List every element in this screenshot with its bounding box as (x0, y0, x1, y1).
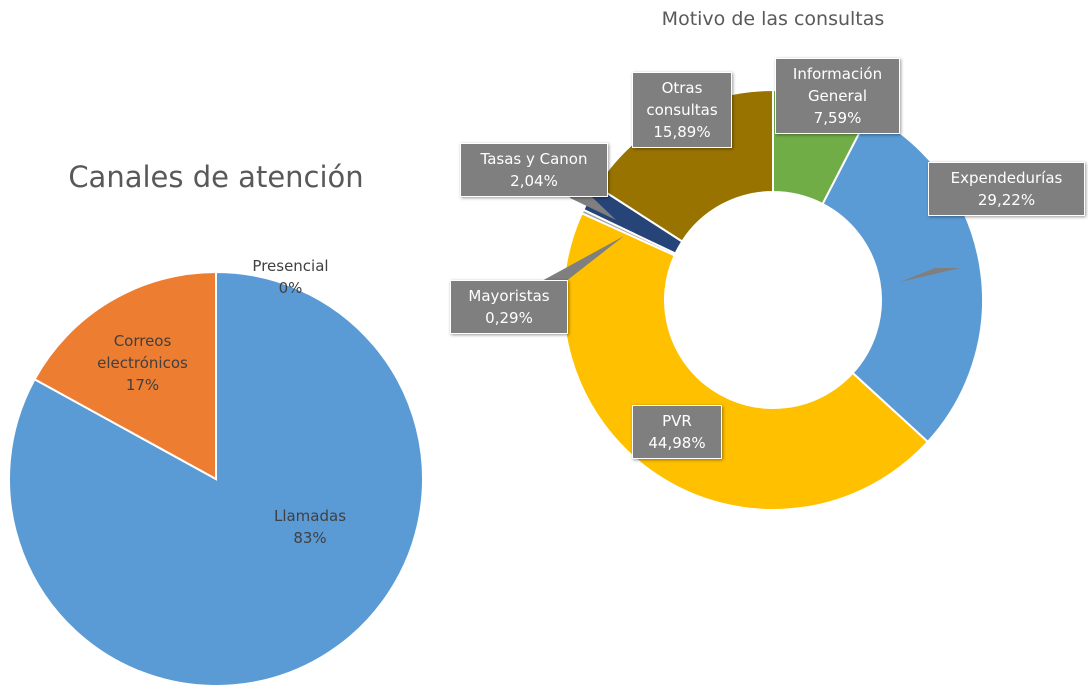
data-label: Información General 7,59% (775, 58, 900, 134)
data-label: Expendedurías 29,22% (928, 162, 1085, 216)
callout-pointer (540, 236, 624, 282)
data-label: Llamadas 83% (245, 505, 375, 549)
slice (33, 270, 217, 481)
data-label: Correos electrónicos 17% (80, 330, 205, 396)
label-value: 7,59% (813, 109, 862, 127)
callout-pointer (900, 268, 960, 282)
data-label: Otras consultas 15,89% (632, 72, 732, 148)
label-category: Presencial (252, 257, 329, 275)
label-category: PVR (662, 412, 692, 430)
label-value: 0% (278, 279, 303, 297)
label-category: Tasas y Canon (480, 150, 588, 168)
slice (8, 270, 424, 685)
label-value: 0,29% (485, 309, 533, 327)
label-value: 44,98% (648, 434, 706, 452)
data-label: Presencial 0% (228, 255, 353, 299)
label-category: Otras consultas (646, 79, 718, 119)
label-category: Información General (792, 65, 883, 105)
doughnut-title: Motivo de las consultas (661, 8, 885, 30)
label-category: Expendedurías (950, 169, 1063, 187)
label-value: 83% (293, 529, 327, 547)
label-category: Llamadas (273, 507, 347, 525)
label-value: 17% (125, 376, 160, 394)
label-value: 2,04% (510, 172, 558, 190)
data-label: PVR 44,98% (632, 405, 722, 459)
label-category: Mayoristas (468, 287, 550, 305)
label-value: 15,89% (653, 123, 711, 141)
data-label: Tasas y Canon 2,04% (460, 143, 608, 197)
pie-title: Canales de atención (68, 160, 364, 194)
label-category: Correos electrónicos (97, 332, 188, 372)
data-label: Mayoristas 0,29% (450, 280, 568, 334)
label-value: 29,22% (977, 191, 1036, 209)
